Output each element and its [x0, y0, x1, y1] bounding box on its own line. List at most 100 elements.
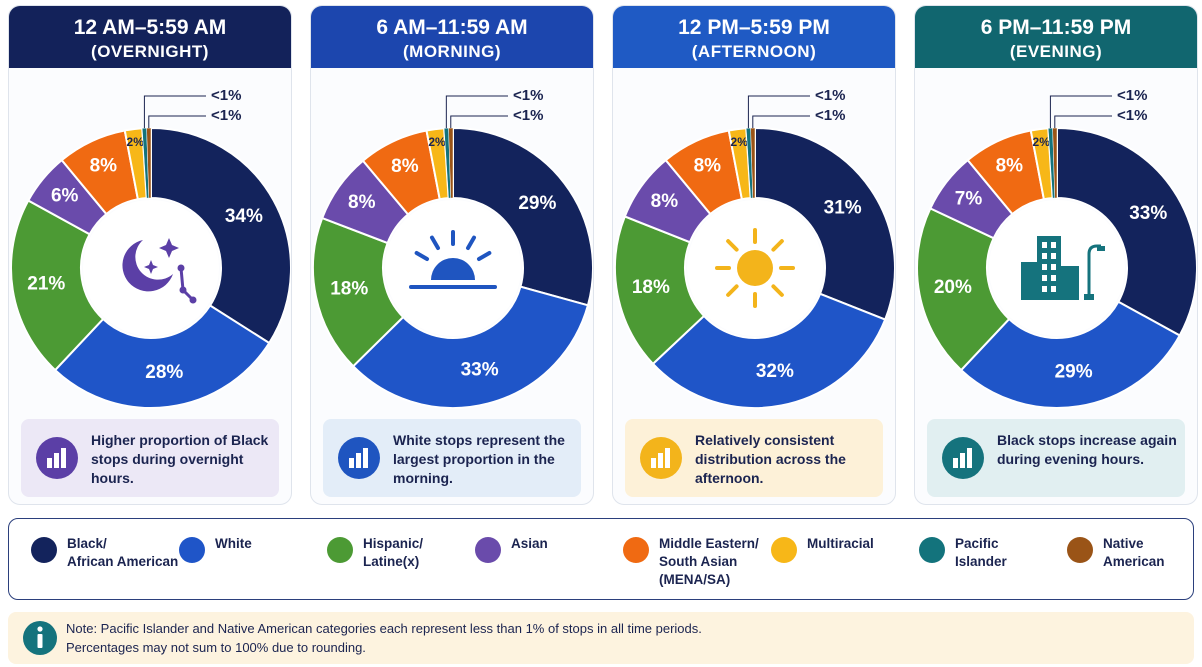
leader-line [1049, 95, 1112, 129]
data-label: <1% [815, 87, 845, 104]
leader-line [148, 115, 206, 129]
callout-icon-bar [54, 453, 59, 468]
window-icon [1042, 253, 1047, 259]
legend-label: Hispanic/ Latine(x) [363, 536, 424, 569]
panel-header: 12 AM–5:59 AM (OVERNIGHT) [9, 6, 291, 68]
data-label: 34% [225, 206, 263, 227]
window-icon [1042, 242, 1047, 248]
callout-text: Relatively consistent distribution acros… [695, 432, 846, 486]
callout-icon [640, 437, 682, 479]
callout-icon-bar [363, 448, 368, 468]
window-icon [1051, 264, 1056, 270]
donut-slice [1056, 126, 1197, 337]
panel-subtitle: (AFTERNOON) [691, 42, 817, 61]
callout-box: White stops represent the largest propor… [323, 419, 581, 497]
data-label: 2% [731, 135, 749, 149]
data-label: 29% [518, 193, 556, 214]
callout-icon-bar [61, 448, 66, 468]
callout-text: White stops represent the largest propor… [393, 432, 565, 486]
data-label: 18% [632, 277, 670, 298]
data-label: 8% [90, 156, 118, 177]
ray-icon [476, 251, 492, 261]
horizon-icon [409, 285, 497, 289]
callout-icon-bar [665, 448, 670, 468]
legend-swatch [179, 537, 205, 563]
legend-swatch [475, 537, 501, 563]
note-text: Note: Pacific Islander and Native Americ… [66, 621, 702, 636]
window-icon [1042, 264, 1047, 270]
legend-swatch [327, 537, 353, 563]
note-text: Percentages may not sum to 100% due to r… [66, 640, 366, 655]
panel-title: 6 PM–11:59 PM [980, 16, 1132, 39]
legend-label: Multiracial [807, 536, 874, 551]
donut-slice [916, 207, 1011, 372]
legend-swatch [1067, 537, 1093, 563]
data-label: 8% [348, 192, 376, 213]
callout-icon-bar [658, 453, 663, 468]
callout-box: Higher proportion of Black stops during … [21, 419, 279, 497]
data-label: <1% [1117, 87, 1147, 104]
moon-icon [122, 240, 173, 292]
panel-header: 12 PM–5:59 PM (AFTERNOON) [613, 6, 895, 68]
center-icon [715, 228, 795, 308]
ray-icon [726, 284, 739, 297]
data-label: 28% [145, 362, 183, 383]
data-label: <1% [211, 107, 241, 124]
constellation-dot [179, 286, 187, 294]
donut-slice [146, 127, 152, 199]
data-label: 33% [1129, 203, 1167, 224]
data-label: <1% [513, 107, 543, 124]
leader-line [450, 115, 508, 129]
donut-slice [312, 216, 405, 368]
panel-subtitle: (OVERNIGHT) [91, 42, 209, 61]
window-icon [1051, 286, 1056, 292]
ray-icon [466, 235, 476, 251]
data-label: 21% [27, 274, 65, 295]
callout-icon-bar [349, 458, 354, 468]
window-icon [1042, 286, 1047, 292]
callout-text: Black stops increase again during evenin… [997, 432, 1177, 467]
data-label: 31% [824, 197, 862, 218]
donut-slice [614, 215, 706, 366]
panel-subtitle: (EVENING) [1009, 42, 1103, 61]
center-icon [1021, 236, 1105, 300]
ray-icon [430, 235, 440, 251]
data-label: 8% [694, 156, 722, 177]
note-box: Note: Pacific Islander and Native Americ… [8, 612, 1194, 664]
callout-icon [942, 437, 984, 479]
donut-chart: 34% 28% 21% 6% 8% 2% <1% <1% [10, 87, 291, 409]
donut-slice [651, 292, 887, 409]
panel-title: 6 AM–11:59 AM [376, 16, 528, 39]
ray-icon [771, 284, 784, 297]
constellation-dot [177, 264, 185, 272]
donut-slice [959, 300, 1182, 409]
donut-slice [351, 285, 590, 409]
panel: 12 PM–5:59 PM (AFTERNOON) 31% 32% 18% 8% 8% 2% <… [612, 5, 896, 505]
ray-icon [771, 239, 784, 252]
building-icon [1021, 262, 1039, 300]
data-label: 33% [461, 360, 499, 381]
center-icon [409, 230, 497, 289]
panel-header: 6 PM–11:59 PM (EVENING) [915, 6, 1197, 68]
legend-swatch [31, 537, 57, 563]
callout-icon-bar [953, 458, 958, 468]
legend-label: Black/ African American [67, 536, 179, 569]
callout-box: Relatively consistent distribution acros… [625, 419, 883, 497]
sun-icon [737, 250, 773, 286]
data-label: 32% [756, 361, 794, 382]
legend-swatch [771, 537, 797, 563]
callout-icon-bar [651, 458, 656, 468]
panel-title: 12 AM–5:59 AM [73, 16, 227, 39]
constellation-dot [189, 296, 197, 304]
callout-icon-bar [356, 453, 361, 468]
panel: 6 PM–11:59 PM (EVENING) 33% 29% 20% 7% 8% 2% <1%… [914, 5, 1198, 505]
legend: Black/ African American White Hispanic/ La… [8, 518, 1194, 600]
callout-icon [36, 437, 78, 479]
callout-box: Black stops increase again during evenin… [927, 419, 1185, 497]
panel-header: 6 AM–11:59 AM (MORNING) [311, 6, 593, 68]
panel-subtitle: (MORNING) [403, 42, 501, 61]
lamp-base-icon [1084, 294, 1094, 300]
data-label: 18% [330, 279, 368, 300]
data-label: 6% [51, 186, 79, 207]
